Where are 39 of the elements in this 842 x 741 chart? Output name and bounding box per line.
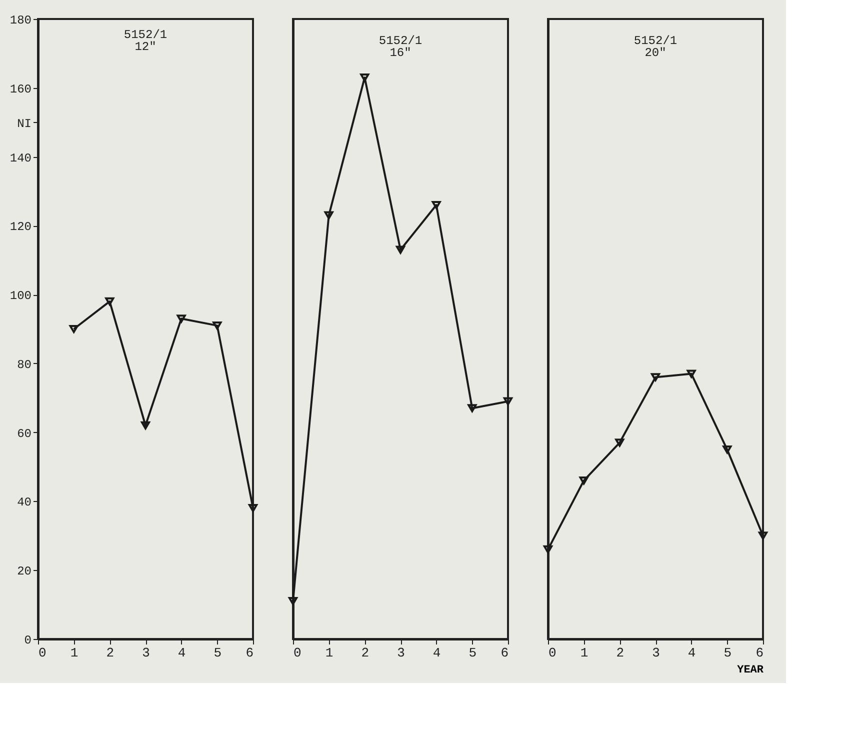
x-tick-label: 0 xyxy=(38,646,46,660)
y-tick-label: 80 xyxy=(17,358,32,372)
x-tick-label: 2 xyxy=(361,646,370,660)
y-tick-label: 180 xyxy=(10,14,32,28)
x-tick-label: 5 xyxy=(468,646,477,660)
x-tick-label: 3 xyxy=(142,646,150,660)
x-tick-label: 1 xyxy=(70,646,78,660)
x-tick-label: 0 xyxy=(294,646,302,660)
y-tick-label: NI xyxy=(17,116,32,131)
x-axis-title: YEAR xyxy=(737,664,764,676)
x-tick-label: 3 xyxy=(652,646,660,660)
text: 5152/1 xyxy=(634,34,678,48)
text: 16" xyxy=(390,46,412,60)
x-tick-label: 1 xyxy=(325,646,334,660)
text: 12" xyxy=(134,40,156,54)
y-tick-label: 20 xyxy=(17,564,32,579)
x-tick-label: 6 xyxy=(500,646,508,660)
y-tick-label: 100 xyxy=(10,289,32,304)
x-tick-label: 2 xyxy=(106,646,114,660)
text: 5152/1 xyxy=(378,34,422,48)
x-tick-label: 4 xyxy=(178,646,186,660)
x-tick-label: 2 xyxy=(616,646,624,660)
y-tick-label: 40 xyxy=(17,496,32,510)
x-tick-label: 6 xyxy=(246,646,254,660)
x-tick-label: 1 xyxy=(580,646,588,660)
y-tick-label: 160 xyxy=(10,82,32,96)
y-tick-label: 60 xyxy=(17,426,32,441)
y-tick-label: 120 xyxy=(10,220,32,234)
x-tick-label: 6 xyxy=(756,646,764,660)
text: 5152/1 xyxy=(124,28,168,42)
y-tick-label: 0 xyxy=(24,634,32,648)
x-tick-label: 0 xyxy=(548,646,556,660)
x-tick-label: 5 xyxy=(724,646,732,660)
x-tick-label: 4 xyxy=(688,646,696,660)
x-tick-label: 5 xyxy=(214,646,222,660)
y-tick-label: 140 xyxy=(10,151,32,166)
x-tick-label: 4 xyxy=(432,646,441,660)
x-tick-label: 3 xyxy=(397,646,405,660)
text: 20" xyxy=(644,46,666,60)
